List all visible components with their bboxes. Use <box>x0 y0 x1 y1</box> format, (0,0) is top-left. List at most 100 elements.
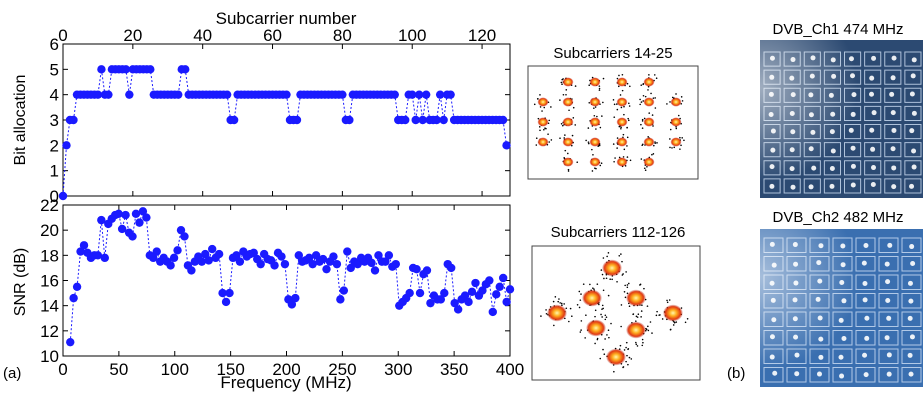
constellation-sample <box>639 284 641 286</box>
top-y-axis-label: Bit allocation <box>12 75 29 166</box>
constellation-sample <box>585 139 587 142</box>
constellation-sample <box>639 103 641 106</box>
bit-data-point <box>292 115 302 125</box>
constellation-sample <box>624 284 626 287</box>
constellation-sample <box>675 93 677 95</box>
constellation-sample <box>681 137 684 139</box>
bottom-y-axis-label: SNR (dB) <box>12 248 29 316</box>
constellation-sample <box>666 301 669 304</box>
constellation-sample <box>620 253 622 255</box>
constellation-sample <box>647 89 649 91</box>
constellation-sample <box>568 320 570 323</box>
constellation-cluster <box>643 77 655 87</box>
snr-x-tick-label: 400 <box>496 360 524 379</box>
snr-data-point <box>291 293 300 303</box>
snr-data-point <box>131 209 141 219</box>
bit-y-tick-label: 3 <box>50 111 59 130</box>
constellation-sample <box>601 316 603 318</box>
constellation-sample <box>626 354 628 357</box>
constellation-sample <box>560 123 563 125</box>
constellation-sample <box>642 341 644 344</box>
constellation-sample <box>628 102 630 105</box>
constellation-sample <box>593 107 595 109</box>
constellation-sample <box>625 271 627 273</box>
constellation-sample <box>669 128 672 131</box>
bottom-series <box>66 207 515 347</box>
bit-x-tick-label: 0 <box>58 26 67 45</box>
constellation-sample <box>576 303 579 306</box>
constellation-sample <box>618 254 621 257</box>
constellation-sample <box>641 144 644 147</box>
constellation-sample <box>629 85 631 88</box>
constellation-sample <box>559 137 561 140</box>
constellation-sample <box>560 81 563 84</box>
constellation-sample <box>641 118 644 121</box>
constellation-sample <box>635 315 638 318</box>
constellation-points-2 <box>540 252 689 373</box>
constellation-sample <box>616 147 618 149</box>
snr-data-point <box>180 232 189 241</box>
constellation-sample <box>579 299 582 301</box>
constellation-cluster <box>643 157 655 167</box>
snr-y-tick-label: 12 <box>40 322 59 341</box>
constellation-sample <box>626 126 628 129</box>
constellation-sample <box>675 321 678 323</box>
constellation-sample <box>564 134 566 136</box>
bit-x-tick-label: 120 <box>468 26 496 45</box>
snr-y-tick-label: 18 <box>40 246 59 265</box>
constellation-sample <box>651 114 654 116</box>
bit-data-point <box>439 115 448 125</box>
constellation-sample <box>653 144 655 147</box>
constellation-sample <box>610 322 612 325</box>
bit-data-point <box>421 90 431 99</box>
constellation-cluster <box>626 321 646 339</box>
constellation-cluster <box>616 157 628 167</box>
constellation-sample <box>541 110 543 112</box>
snr-chart: 10 12 14 16 18 20 22 0 50 100 150 200 250 300 350 400 F… <box>12 196 524 392</box>
panel-label-b: (b) <box>727 365 745 382</box>
constellation-sample <box>613 160 615 163</box>
bit-data-point <box>435 90 445 99</box>
constellation-sample <box>626 286 629 289</box>
constellation-sample <box>624 296 627 299</box>
constellation-sample <box>602 257 605 259</box>
snr-data-point <box>447 263 456 273</box>
snr-data-point <box>311 251 321 260</box>
constellation-sample <box>628 105 631 107</box>
constellation-sample <box>589 283 591 286</box>
snr-data-point <box>353 259 362 269</box>
constellation-cluster <box>589 77 601 87</box>
constellation-sample <box>567 168 570 171</box>
snr-data-point <box>412 264 421 274</box>
snr-x-tick-label: 350 <box>440 360 468 379</box>
constellation-sample <box>599 357 602 360</box>
constellation-cluster <box>616 77 628 87</box>
constellation-sample <box>598 144 601 147</box>
constellation-sample <box>571 134 574 137</box>
bit-x-tick-label: 80 <box>333 26 352 45</box>
constellation-sample <box>594 309 597 312</box>
snr-x-tick-label: 300 <box>384 360 412 379</box>
snr-data-point <box>492 290 501 299</box>
bit-data-point <box>418 115 427 125</box>
constellation-sample <box>614 157 616 159</box>
constellation-sample <box>545 309 547 311</box>
snr-data-point <box>225 288 234 298</box>
constellation-cluster <box>606 348 626 366</box>
bit-y-tick-label: 4 <box>50 86 59 105</box>
constellation-sample <box>628 282 630 285</box>
constellation-sample <box>602 77 605 80</box>
constellation-cluster <box>643 97 655 107</box>
constellation-sample <box>613 103 616 106</box>
top-x-axis-label: Subcarrier number <box>216 9 357 28</box>
bit-data-point <box>229 115 239 125</box>
constellation-sample <box>545 127 547 130</box>
constellation-sample <box>632 313 634 316</box>
constellation-sample <box>579 331 582 333</box>
snr-data-point <box>117 224 127 234</box>
constellation-sample <box>600 269 603 271</box>
snr-data-point <box>381 257 390 266</box>
bit-data-point <box>338 90 347 99</box>
constellation-sample <box>613 370 615 373</box>
bit-data-point <box>345 115 354 125</box>
